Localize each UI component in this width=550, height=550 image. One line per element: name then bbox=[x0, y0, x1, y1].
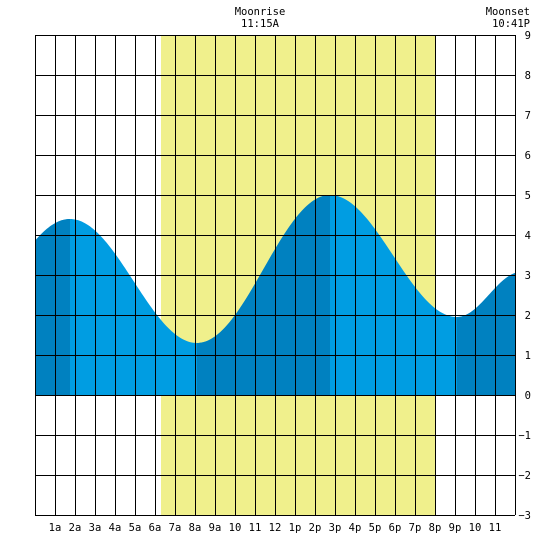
grid-lines bbox=[35, 35, 516, 516]
y-tick-label: −2 bbox=[518, 470, 531, 482]
x-tick-label: 7a bbox=[169, 522, 182, 534]
x-tick-label: 5a bbox=[129, 522, 142, 534]
x-tick-label: 3a bbox=[89, 522, 102, 534]
y-tick-label: 8 bbox=[525, 70, 531, 82]
tide-area-dark-1 bbox=[197, 195, 330, 395]
moonrise-label: Moonrise bbox=[234, 6, 286, 18]
tide-area-dark-0 bbox=[35, 219, 70, 395]
x-tick-label: 12 bbox=[269, 522, 282, 534]
moonrise-time: 11:15A bbox=[241, 18, 279, 30]
moonset-time: 10:41P bbox=[492, 18, 530, 30]
y-tick-label: 0 bbox=[525, 390, 531, 402]
x-tick-label: 3p bbox=[329, 522, 342, 534]
y-tick-label: 3 bbox=[525, 270, 531, 282]
y-tick-label: −1 bbox=[518, 430, 531, 442]
moonrise-annotation: Moonrise 11:15A bbox=[230, 6, 290, 30]
x-tick-label: 6p bbox=[389, 522, 402, 534]
y-tick-label: 2 bbox=[525, 310, 531, 322]
x-tick-label: 2a bbox=[69, 522, 82, 534]
x-tick-label: 2p bbox=[309, 522, 322, 534]
x-tick-label: 1p bbox=[289, 522, 302, 534]
y-axis-labels: 9 8 7 6 5 4 3 2 1 0 −1 −2 −3 bbox=[518, 30, 531, 522]
y-tick-label: 4 bbox=[525, 230, 531, 242]
x-tick-label: 8p bbox=[429, 522, 442, 534]
y-tick-label: 1 bbox=[525, 350, 531, 362]
x-tick-label: 8a bbox=[189, 522, 202, 534]
x-tick-label: 5p bbox=[369, 522, 382, 534]
x-tick-label: 7p bbox=[409, 522, 422, 534]
y-tick-label: 7 bbox=[525, 110, 531, 122]
x-tick-label: 11 bbox=[249, 522, 262, 534]
moonset-label: Moonset bbox=[485, 6, 530, 18]
x-axis-labels: 1a 2a 3a 4a 5a 6a 7a 8a 9a 10 11 12 1p 2p 3p 4p 5p 6p 7p 8p… bbox=[49, 522, 502, 534]
x-tick-label: 4p bbox=[349, 522, 362, 534]
x-tick-label: 6a bbox=[149, 522, 162, 534]
x-tick-label: 9a bbox=[209, 522, 222, 534]
tide-area-dark-2 bbox=[457, 273, 515, 395]
y-tick-label: −3 bbox=[518, 510, 531, 522]
x-tick-label: 11 bbox=[489, 522, 502, 534]
x-tick-label: 10 bbox=[469, 522, 482, 534]
y-tick-label: 9 bbox=[525, 30, 531, 42]
x-tick-label: 1a bbox=[49, 522, 62, 534]
x-tick-label: 9p bbox=[449, 522, 462, 534]
y-tick-label: 5 bbox=[525, 190, 531, 202]
x-tick-label: 10 bbox=[229, 522, 242, 534]
moonset-annotation: Moonset 10:41P bbox=[470, 6, 530, 30]
y-tick-label: 6 bbox=[525, 150, 531, 162]
x-tick-label: 4a bbox=[109, 522, 122, 534]
